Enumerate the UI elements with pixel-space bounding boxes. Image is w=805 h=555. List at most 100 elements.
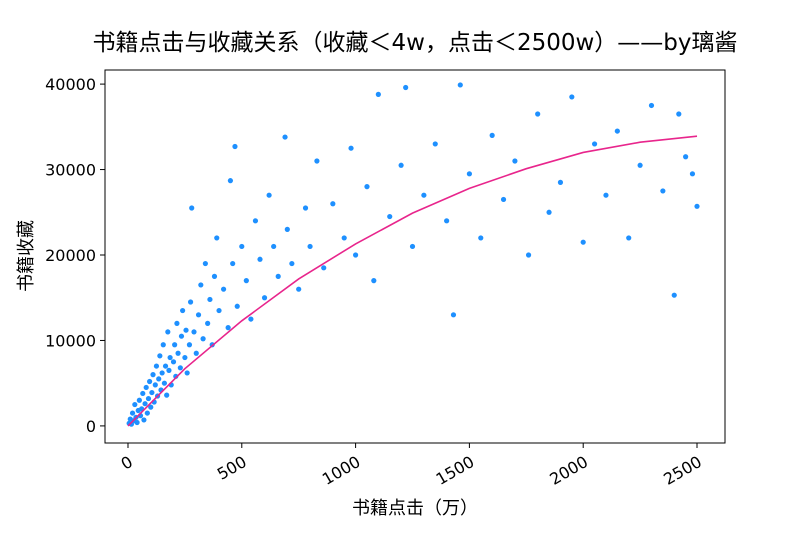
- scatter-point: [284, 226, 290, 232]
- scatter-point: [466, 171, 472, 177]
- scatter-point: [500, 196, 507, 203]
- scatter-point: [478, 235, 484, 241]
- scatter-point: [450, 312, 457, 318]
- scatter-point: [195, 312, 202, 318]
- scatter-point: [198, 282, 204, 288]
- scatter-point: [330, 201, 336, 207]
- scatter-point: [153, 363, 160, 369]
- scatter-point: [282, 134, 288, 140]
- scatter-point: [252, 218, 259, 224]
- scatter-point: [421, 192, 427, 198]
- scatter-point: [387, 213, 393, 220]
- scatter-point: [603, 192, 609, 198]
- x-axis-label: 书籍点击（万）: [352, 498, 478, 519]
- scatter-point: [193, 350, 199, 356]
- scatter-point: [132, 401, 138, 408]
- scatter-point: [191, 329, 197, 335]
- scatter-point: [230, 260, 236, 267]
- scatter-point: [289, 260, 295, 267]
- scatter-point: [142, 401, 148, 407]
- scatter-point: [348, 145, 354, 151]
- scatter-point: [307, 243, 313, 250]
- scatter-point: [371, 278, 377, 284]
- scatter-point: [189, 205, 195, 211]
- scatter-point: [557, 179, 564, 185]
- scatter-point: [398, 162, 404, 168]
- scatter-point: [159, 370, 165, 376]
- scatter-point: [182, 354, 188, 361]
- y-tick-label: 20000: [45, 246, 96, 265]
- scatter-point: [220, 286, 227, 292]
- scatter-point: [275, 273, 281, 279]
- scatter-point: [683, 154, 689, 160]
- scatter-point: [205, 320, 211, 326]
- x-tick-label: 0: [118, 452, 136, 474]
- scatter-point: [689, 171, 696, 177]
- scatter-point: [184, 370, 190, 376]
- scatter-point: [660, 188, 666, 194]
- scatter-point: [211, 273, 218, 279]
- scatter-point: [432, 141, 438, 147]
- scatter-point: [403, 84, 409, 91]
- scatter-point: [129, 410, 136, 416]
- scatter-point: [144, 410, 150, 416]
- scatter-point: [569, 94, 575, 100]
- scatter-point: [364, 184, 370, 190]
- y-tick-label: 10000: [45, 331, 96, 350]
- scatter-point: [227, 178, 234, 184]
- scatter-point: [546, 209, 552, 215]
- scatter-point: [172, 342, 178, 348]
- scatter-point: [216, 307, 222, 314]
- scatter-point: [626, 235, 632, 241]
- scatter-point: [145, 395, 152, 402]
- scatter-point: [261, 295, 268, 301]
- scatter-point: [512, 158, 518, 164]
- y-axis-label: 书籍收藏: [16, 220, 37, 292]
- x-tick-label: 1000: [319, 452, 364, 489]
- scatter-point: [375, 91, 381, 97]
- x-tick-label: 2500: [660, 452, 705, 489]
- scatter-point: [150, 372, 156, 378]
- scatter-point: [409, 243, 416, 250]
- scatter-point: [134, 419, 140, 426]
- scatter-point: [152, 382, 158, 388]
- scatter-point: [141, 417, 147, 423]
- scatter-point: [178, 333, 185, 339]
- scatter-point: [614, 128, 620, 134]
- scatter-point: [321, 265, 327, 271]
- scatter-point: [161, 380, 168, 386]
- scatter-point: [694, 203, 700, 209]
- chart-title: 书籍点击与收藏关系（收藏＜4w，点击＜2500w）——by璃酱: [93, 30, 738, 56]
- scatter-point: [637, 162, 643, 168]
- scatter-point: [202, 260, 208, 267]
- scatter-point: [352, 252, 359, 258]
- scatter-point: [296, 286, 302, 292]
- y-tick-label: 30000: [45, 161, 96, 180]
- scatter-point: [580, 239, 586, 245]
- scatter-point: [166, 367, 172, 373]
- scatter-point: [140, 390, 146, 397]
- scatter-point: [225, 325, 231, 331]
- scatter-point: [257, 256, 263, 262]
- scatter-point: [164, 392, 170, 398]
- scatter-point: [266, 192, 272, 198]
- scatter-point: [186, 342, 193, 348]
- scatter-point: [207, 296, 213, 303]
- scatter-point: [200, 336, 206, 342]
- scatter-point: [177, 365, 183, 371]
- scatter-point: [302, 205, 309, 211]
- scatter-point: [671, 292, 677, 298]
- scatter-point: [525, 252, 532, 258]
- plot-frame: [104, 69, 726, 444]
- scatter-point: [234, 303, 240, 309]
- scatter-point: [167, 354, 173, 361]
- x-tick-label: 500: [214, 452, 250, 484]
- scatter-point: [314, 158, 320, 164]
- scatter-point: [232, 143, 238, 150]
- fit-line: [127, 135, 698, 427]
- scatter-point: [165, 329, 171, 335]
- scatter-point: [535, 111, 541, 117]
- scatter-point: [143, 384, 149, 391]
- scatter-point: [148, 404, 154, 410]
